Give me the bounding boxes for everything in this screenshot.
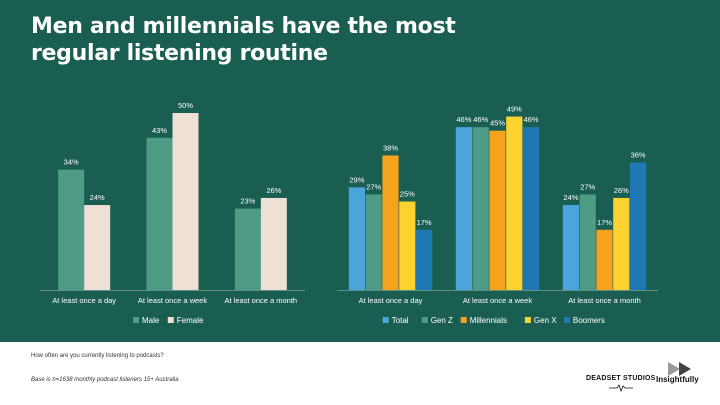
data-label: 46% xyxy=(524,115,539,124)
data-label: 36% xyxy=(631,151,646,160)
pulse-icon xyxy=(609,384,633,392)
charts-area: 34% 24% At least once a day 43% 50% At least … xyxy=(40,101,658,325)
data-label: 27% xyxy=(366,182,381,191)
data-label: 46% xyxy=(473,115,488,124)
insightfully-logo: Insightfully xyxy=(656,375,699,384)
category-label: At least once a day xyxy=(359,296,423,305)
category-label: At least once a week xyxy=(138,296,207,305)
bar-gen-z xyxy=(579,194,596,290)
category-label: At least once a day xyxy=(52,296,116,305)
bar-male xyxy=(58,169,85,290)
bar-total xyxy=(455,127,472,290)
bar-millennials xyxy=(382,155,399,290)
data-label: 38% xyxy=(383,143,398,152)
bar-total xyxy=(348,187,365,290)
category-label: At least once a week xyxy=(463,296,532,305)
legend-swatch xyxy=(382,317,389,323)
page-title: Men and millennials have the most regula… xyxy=(31,14,456,66)
legend-label: Male xyxy=(142,316,160,325)
category-label: At least once a month xyxy=(225,296,298,305)
bar-boomers xyxy=(630,162,647,290)
legend-swatch xyxy=(167,317,174,323)
bar-total xyxy=(562,205,579,290)
bar-millennials xyxy=(596,229,613,290)
legend-swatch xyxy=(524,317,531,323)
survey-question: How often are you currently listening to… xyxy=(31,353,164,359)
data-label: 26% xyxy=(614,186,629,195)
base-note: Base is n=1638 monthly podcast listeners… xyxy=(31,377,179,383)
bar-boomers xyxy=(416,229,433,290)
data-label: 25% xyxy=(400,190,415,199)
legend-swatch xyxy=(421,317,428,323)
data-label: 17% xyxy=(597,218,612,227)
legend-swatch xyxy=(133,317,139,323)
legend-label: Boomers xyxy=(573,316,605,325)
category-label: At least once a month xyxy=(568,296,641,305)
bar-male xyxy=(234,208,261,290)
data-label: 24% xyxy=(90,193,105,202)
legend-swatch xyxy=(460,317,467,323)
bar-millennials xyxy=(489,130,506,290)
bar-female xyxy=(84,205,111,290)
bar-gen-x xyxy=(613,197,630,290)
legend-swatch xyxy=(563,317,570,323)
legend-label: Gen X xyxy=(534,316,557,325)
data-label: 29% xyxy=(349,175,364,184)
data-label: 45% xyxy=(490,119,505,128)
legend-label: Gen Z xyxy=(431,316,453,325)
bar-boomers xyxy=(523,127,540,290)
bar-gen-z xyxy=(472,127,489,290)
data-label: 27% xyxy=(580,182,595,191)
bar-female xyxy=(260,197,287,290)
bar-gen-x xyxy=(506,116,523,290)
legend-label: Total xyxy=(392,316,409,325)
data-label: 26% xyxy=(266,186,281,195)
legend-label: Female xyxy=(177,316,204,325)
data-label: 50% xyxy=(178,101,193,110)
data-label: 24% xyxy=(563,193,578,202)
bar-gen-x xyxy=(399,201,416,290)
bar-gen-z xyxy=(365,194,382,290)
legend-label: Millennials xyxy=(470,316,507,325)
bar-female xyxy=(172,113,199,290)
data-label: 34% xyxy=(64,158,79,167)
deadset-studios-logo: DEADSET STUDIOS xyxy=(586,375,656,382)
data-label: 43% xyxy=(152,126,167,135)
data-label: 46% xyxy=(456,115,471,124)
data-label: 49% xyxy=(507,105,522,114)
data-label: 23% xyxy=(240,197,255,206)
bar-male xyxy=(146,137,173,290)
data-label: 17% xyxy=(417,218,432,227)
fast-forward-icon xyxy=(668,362,691,376)
